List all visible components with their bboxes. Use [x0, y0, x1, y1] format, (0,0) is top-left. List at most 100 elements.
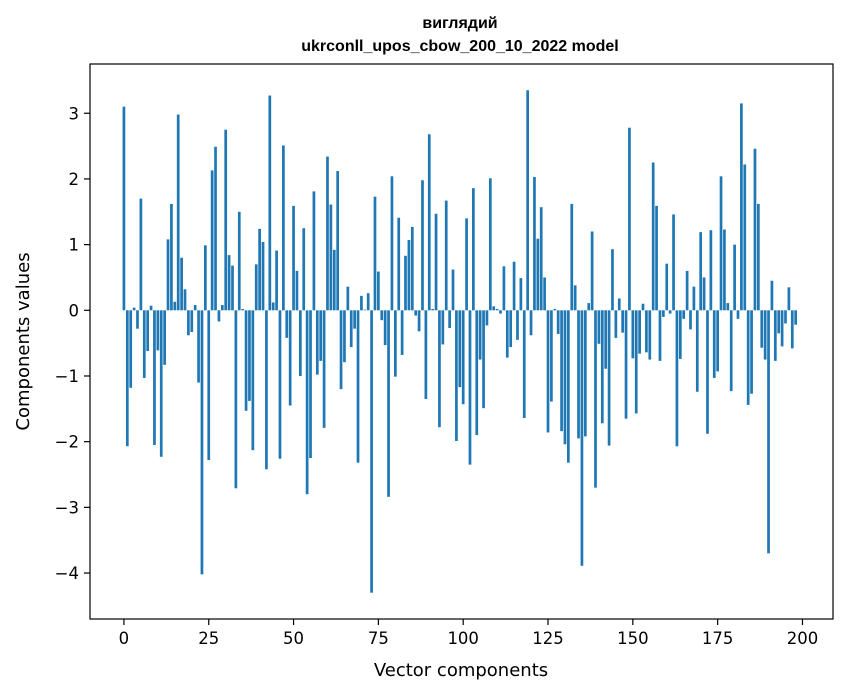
bar: [733, 244, 736, 311]
y-tick-label: −1: [55, 367, 79, 386]
bar: [624, 310, 628, 419]
bar: [339, 310, 343, 390]
bar: [427, 134, 431, 311]
bar: [258, 228, 261, 311]
bar: [587, 303, 591, 311]
bar: [322, 310, 326, 428]
y-tick-label: 1: [69, 236, 80, 255]
bar: [363, 309, 367, 311]
bar: [536, 238, 540, 311]
bar: [594, 310, 597, 488]
bar: [458, 310, 462, 388]
bar: [393, 310, 397, 377]
bar: [193, 305, 197, 311]
bar: [265, 310, 268, 470]
bar: [332, 249, 336, 311]
bar: [512, 261, 516, 311]
chart-title: виглядий: [422, 15, 497, 32]
bar: [122, 106, 126, 311]
bar: [356, 310, 360, 463]
bar: [390, 176, 394, 311]
bar: [329, 204, 333, 311]
bar: [689, 310, 692, 330]
bar: [709, 230, 713, 311]
bar: [740, 103, 743, 311]
bar: [567, 310, 570, 463]
x-tick-label: 100: [447, 629, 479, 648]
bar: [410, 226, 414, 311]
bar: [139, 198, 143, 311]
bar: [533, 176, 536, 311]
bar: [695, 310, 699, 392]
bar: [309, 310, 312, 459]
bar: [577, 310, 580, 439]
bar: [716, 310, 719, 372]
bar: [580, 310, 584, 566]
bar: [349, 310, 353, 348]
bar: [285, 310, 289, 338]
bar: [421, 180, 424, 311]
bar: [550, 310, 553, 402]
y-tick-label: 0: [69, 301, 80, 320]
bar: [638, 310, 641, 354]
bar: [315, 310, 319, 375]
bar: [298, 310, 302, 376]
bar: [380, 310, 384, 321]
bar: [288, 310, 292, 406]
bar: [210, 170, 214, 311]
bar: [590, 231, 594, 311]
chart-subtitle: ukrconll_upos_cbow_200_10_2022 model: [301, 38, 618, 55]
bar: [373, 196, 377, 311]
bar: [227, 255, 231, 311]
bar: [370, 310, 373, 593]
bar: [214, 146, 217, 311]
bar: [519, 278, 523, 311]
bar: [767, 310, 770, 554]
bar: [461, 310, 465, 405]
bar: [719, 176, 723, 311]
bar: [197, 310, 200, 383]
bar: [444, 200, 448, 311]
bar: [132, 307, 136, 311]
bar: [305, 310, 309, 495]
bar: [499, 310, 502, 314]
bar: [387, 310, 390, 497]
bar: [597, 310, 601, 344]
bar: [166, 239, 170, 311]
bar: [651, 162, 655, 311]
bar: [570, 203, 574, 311]
bar: [736, 310, 740, 319]
bar: [723, 229, 726, 311]
bar: [136, 310, 139, 329]
bar: [414, 310, 418, 316]
bar: [129, 310, 133, 388]
bar: [746, 310, 750, 405]
bar: [220, 305, 224, 311]
bar: [366, 293, 370, 311]
bar: [662, 310, 665, 317]
bar: [383, 310, 387, 346]
bar: [658, 310, 662, 361]
bar: [773, 310, 777, 361]
bar: [516, 310, 519, 340]
y-tick-label: −3: [55, 498, 79, 517]
bar: [231, 265, 234, 311]
bar: [760, 310, 764, 348]
bar: [784, 310, 787, 324]
bar: [712, 310, 716, 378]
y-axis: −4 −3 −2 −1 0 1 2 3: [55, 104, 90, 583]
bar: [319, 310, 323, 361]
x-tick-label: 50: [283, 629, 304, 648]
bar: [125, 310, 129, 447]
bar: [234, 310, 238, 489]
x-tick-label: 200: [787, 629, 819, 648]
bar: [675, 310, 679, 447]
bar: [400, 310, 404, 355]
bar: [668, 310, 672, 314]
bar: [156, 310, 160, 351]
bar: [522, 310, 526, 419]
bar: [706, 310, 709, 434]
bar: [573, 285, 577, 311]
bar: [248, 310, 251, 401]
bar: [224, 129, 228, 311]
